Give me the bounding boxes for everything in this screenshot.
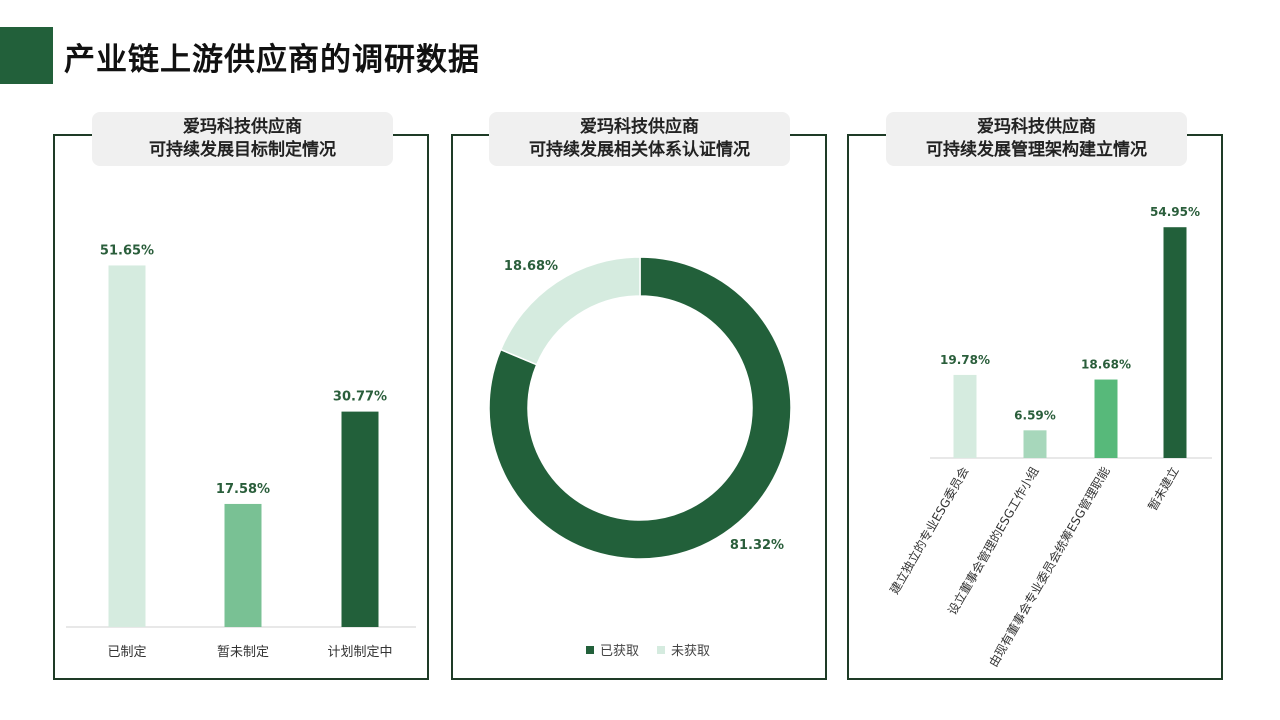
bar xyxy=(108,265,146,627)
bar xyxy=(1094,379,1118,458)
panel-title-line1: 爱玛科技供应商 xyxy=(580,117,699,137)
bar xyxy=(341,411,379,627)
data-label: 18.68% xyxy=(1081,358,1131,372)
donut-legend: 已获取 未获取 xyxy=(586,640,710,659)
category-label: 计划制定中 xyxy=(327,645,392,660)
bar xyxy=(1023,430,1047,458)
donut-slice xyxy=(488,256,792,560)
data-label: 19.78% xyxy=(940,353,990,367)
legend-swatch-obtained xyxy=(586,645,594,654)
title-accent-bar xyxy=(0,27,53,84)
legend-item-obtained: 已获取 xyxy=(586,640,639,659)
panel-title-line2: 可持续发展管理架构建立情况 xyxy=(926,140,1147,160)
page-title: 产业链上游供应商的调研数据 xyxy=(64,42,480,78)
bar xyxy=(953,374,977,458)
category-label: 由现有董事会专业委员会统筹ESG管理职能 xyxy=(985,464,1112,669)
legend-swatch-not-obtained xyxy=(657,645,666,654)
bar xyxy=(224,503,262,627)
bar xyxy=(1163,227,1187,458)
panel-title-certification: 爱玛科技供应商 可持续发展相关体系认证情况 xyxy=(489,112,790,166)
panel-title-line1: 爱玛科技供应商 xyxy=(977,117,1096,137)
data-label: 6.59% xyxy=(1014,408,1056,422)
data-label: 51.65% xyxy=(100,243,154,258)
legend-item-not-obtained: 未获取 xyxy=(657,640,710,659)
data-label: 17.58% xyxy=(216,482,270,497)
panel-title-line2: 可持续发展相关体系认证情况 xyxy=(529,140,750,160)
panel-title-governance: 爱玛科技供应商 可持续发展管理架构建立情况 xyxy=(886,112,1187,166)
category-label: 建立独立的专业ESG委员会 xyxy=(886,464,971,597)
panel-title-line2: 可持续发展目标制定情况 xyxy=(149,140,336,160)
data-label: 54.95% xyxy=(1150,205,1200,219)
legend-label-obtained: 已获取 xyxy=(600,644,640,659)
category-label: 已制定 xyxy=(107,645,146,660)
data-label: 30.77% xyxy=(333,390,387,405)
category-label: 暂未制定 xyxy=(217,645,269,660)
legend-label-not-obtained: 未获取 xyxy=(671,644,711,659)
data-label: 18.68% xyxy=(504,259,558,274)
data-label: 81.32% xyxy=(730,538,784,553)
panel-title-targets: 爱玛科技供应商 可持续发展目标制定情况 xyxy=(92,112,393,166)
donut-slice xyxy=(499,256,641,366)
panel-title-line1: 爱玛科技供应商 xyxy=(183,117,302,137)
category-label: 暂未建立 xyxy=(1145,464,1182,513)
